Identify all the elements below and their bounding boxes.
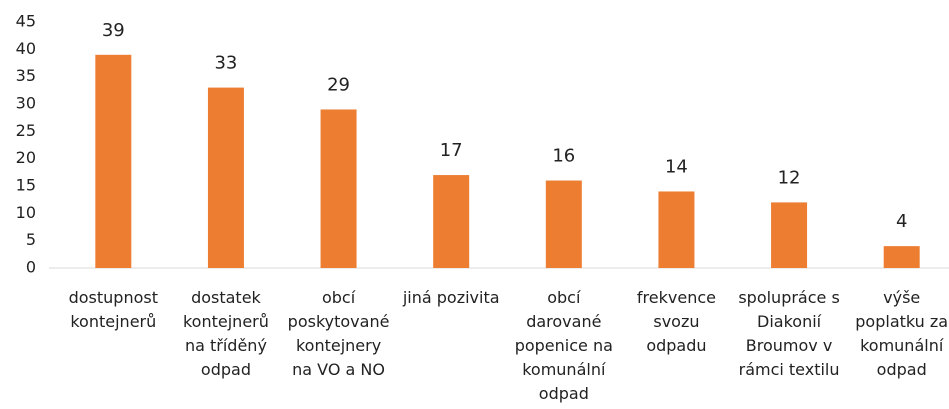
x-tick-label-line: jiná pozivita — [402, 288, 500, 307]
x-tick-label-line: dostatek — [191, 288, 261, 307]
y-tick-label: 40 — [16, 39, 36, 58]
bar — [433, 175, 470, 268]
y-tick-label: 20 — [16, 148, 36, 167]
y-tick-label: 25 — [16, 121, 36, 140]
x-tick-label-line: kontejnery — [296, 336, 381, 355]
bar — [883, 246, 920, 268]
x-tick-label-line: frekvence — [637, 288, 716, 307]
x-tick-label-line: dostupnost — [69, 288, 158, 307]
bar — [320, 109, 357, 268]
x-tick-label-line: obcí — [322, 288, 356, 307]
x-tick-label-line: kontejnerů — [183, 312, 269, 331]
bar — [771, 202, 808, 268]
x-tick-label: dostatek kontejnerů na tříděný odpad — [183, 288, 269, 379]
x-tick-label-line: rámci textilu — [739, 360, 840, 379]
x-tick-label-line: komunální — [860, 336, 944, 355]
x-tick-label-line: komunální — [522, 360, 606, 379]
bar — [545, 180, 582, 268]
x-tick-label-line: obcí — [547, 288, 581, 307]
data-label: 17 — [440, 140, 463, 161]
data-label: 14 — [665, 156, 688, 177]
x-tick-label-line: poskytované — [288, 312, 390, 331]
x-tick-label: obcí darované popenice na komunální odpad — [515, 288, 613, 403]
y-tick-label: 5 — [26, 230, 36, 249]
x-tick-label-line: poplatku za — [855, 312, 948, 331]
bar — [658, 191, 695, 268]
x-tick-label-line: na VO a NO — [292, 360, 385, 379]
x-tick-label: spolupráce s Diakonií Broumov v rámci texti… — [738, 288, 839, 379]
data-label: 4 — [896, 211, 907, 232]
x-tick-label-line: na tříděný — [185, 336, 267, 355]
x-tick-label: jiná pozivita — [402, 288, 500, 307]
x-tick-label-line: odpad — [539, 384, 589, 403]
data-label: 33 — [214, 53, 237, 74]
bar — [95, 54, 132, 268]
x-tick-label: výše poplatku za komunální odpad — [855, 288, 948, 379]
data-label: 16 — [552, 146, 575, 167]
x-tick-label-line: výše — [883, 288, 920, 307]
x-tick-label-line: odpad — [877, 360, 927, 379]
data-label: 29 — [327, 74, 350, 95]
data-label: 39 — [102, 20, 125, 41]
y-tick-label: 10 — [16, 203, 36, 222]
x-tick-label-line: spolupráce s — [738, 288, 839, 307]
y-tick-label: 45 — [16, 12, 36, 31]
x-tick-label: dostupnost kontejnerů — [69, 288, 158, 331]
x-tick-label-line: odpadu — [646, 336, 706, 355]
bar — [207, 87, 244, 268]
x-tick-label-line: Diakonií — [757, 312, 822, 331]
y-tick-label: 35 — [16, 66, 36, 85]
x-tick-label-line: svozu — [653, 312, 699, 331]
data-label: 12 — [778, 167, 801, 188]
x-tick-label: frekvence svozu odpadu — [637, 288, 716, 355]
x-tick-label-line: darované — [526, 312, 601, 331]
x-tick-label-line: Broumov v — [746, 336, 833, 355]
y-tick-label: 0 — [26, 258, 36, 277]
x-tick-label-line: kontejnerů — [70, 312, 156, 331]
x-tick-label: obcí poskytované kontejnery na VO a NO — [288, 288, 390, 379]
x-tick-label-line: odpad — [201, 360, 251, 379]
y-tick-label: 15 — [16, 176, 36, 195]
y-tick-label: 30 — [16, 94, 36, 113]
x-tick-label-line: popenice na — [515, 336, 613, 355]
